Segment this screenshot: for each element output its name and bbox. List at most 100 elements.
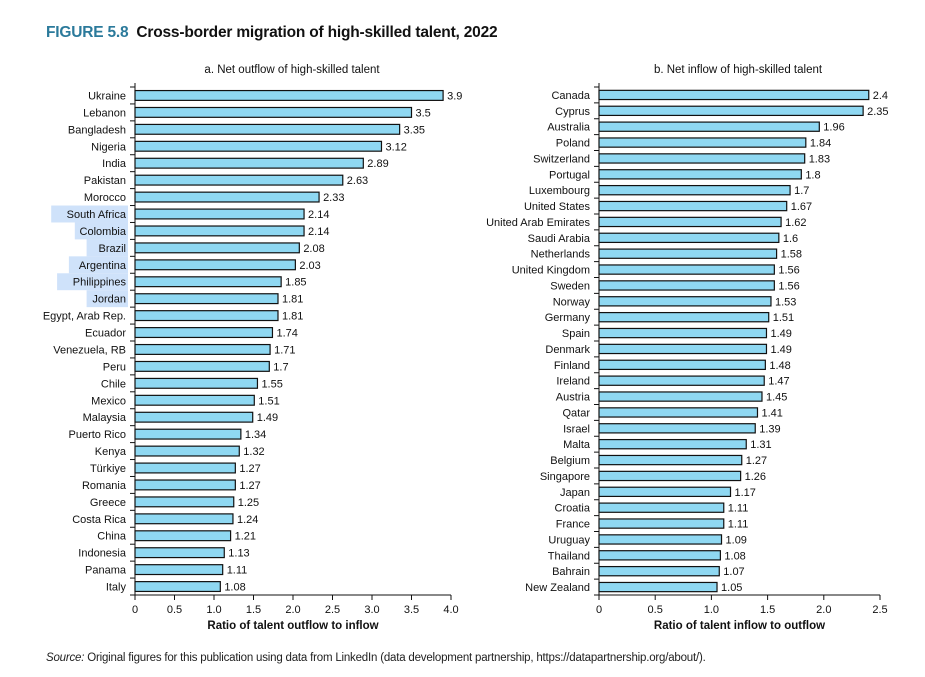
category-label: Romania [82, 480, 127, 492]
bar [598, 391, 763, 402]
x-tick-label: 2.5 [872, 604, 887, 616]
data-label: 1.27 [239, 480, 260, 492]
bar [598, 343, 768, 355]
category-label: Mexico [91, 395, 126, 407]
category-label: Belgium [550, 455, 590, 467]
source-text: Original figures for this publication us… [87, 652, 706, 664]
category-highlight [86, 239, 128, 257]
data-label: 2.33 [323, 192, 344, 204]
bar [134, 191, 320, 203]
category-label: Ecuador [85, 328, 126, 340]
data-label: 1.8 [805, 169, 820, 181]
category-label: Malaysia [83, 412, 127, 424]
bar [598, 311, 770, 323]
bar [134, 225, 305, 237]
category-label: France [556, 519, 590, 531]
category-label: Thailand [548, 550, 590, 562]
data-label: 1.96 [823, 122, 844, 134]
bar [134, 310, 279, 322]
category-label: Luxembourg [529, 185, 590, 197]
bar [134, 276, 282, 288]
bar [134, 377, 259, 389]
data-label: 1.13 [228, 548, 249, 560]
category-label: Bangladesh [68, 124, 126, 136]
bar [134, 496, 235, 508]
data-label: 1.74 [276, 328, 297, 340]
category-highlight [57, 273, 128, 291]
x-tick-label: 0 [132, 604, 138, 616]
bar [134, 428, 242, 440]
x-tick-label: 3.0 [364, 604, 379, 616]
bar [598, 296, 772, 307]
bar [598, 121, 820, 132]
data-label: 1.11 [728, 519, 749, 531]
category-label: Panama [85, 565, 127, 577]
bar [134, 208, 305, 220]
data-label: 1.48 [769, 360, 790, 372]
data-label: 1.34 [245, 429, 266, 441]
data-label: 1.11 [227, 565, 248, 577]
category-label: Qatar [562, 407, 590, 419]
category-label: Spain [562, 328, 590, 340]
bar [598, 565, 720, 577]
category-label: Portugal [549, 169, 590, 181]
category-label: Norway [553, 296, 591, 308]
category-label: Japan [560, 487, 590, 499]
category-label: Malta [563, 439, 591, 451]
data-label: 1.09 [726, 534, 747, 546]
category-label: Singapore [540, 471, 590, 483]
category-label: Chile [101, 378, 126, 390]
x-tick-label: 1.0 [206, 604, 221, 616]
category-label: Uruguay [548, 534, 590, 546]
category-label: Italy [106, 582, 127, 594]
category-label: Israel [563, 423, 590, 435]
figure-number: FIGURE 5.8 [46, 24, 129, 41]
data-label: 1.7 [273, 361, 288, 373]
data-label: 3.5 [416, 107, 431, 119]
data-label: 1.05 [721, 582, 742, 594]
bar [598, 581, 718, 593]
data-label: 1.6 [783, 233, 798, 245]
bar [598, 216, 782, 228]
data-label: 1.49 [257, 412, 278, 424]
data-label: 1.7 [794, 185, 809, 197]
x-tick-label: 1.0 [704, 604, 719, 616]
chart-net-outflow: a. Net outflow of high-skilled talent Ukr… [43, 64, 463, 632]
category-label: China [97, 531, 127, 543]
x-tick-label: 2.5 [325, 604, 340, 616]
data-label: 2.14 [308, 209, 329, 221]
category-label: Pakistan [84, 175, 126, 187]
category-highlight [51, 205, 129, 223]
data-label: 1.84 [810, 138, 831, 150]
category-label: Peru [103, 361, 126, 373]
category-highlight [86, 290, 128, 308]
bar [598, 486, 732, 498]
x-tick-label: 3.5 [404, 604, 419, 616]
category-label: Greece [90, 497, 126, 509]
figure-title: FIGURE 5.8 Cross-border migration of high… [46, 24, 498, 42]
bar [598, 454, 743, 466]
x-tick-label: 0.5 [648, 604, 663, 616]
data-label: 1.17 [735, 487, 756, 499]
bar [598, 423, 756, 434]
category-label: Austria [556, 392, 591, 404]
data-label: 1.47 [768, 376, 789, 388]
bar [598, 407, 759, 418]
bar [598, 502, 725, 513]
bar [598, 375, 765, 386]
bar [134, 411, 254, 423]
category-label: Germany [545, 312, 591, 324]
bar [598, 438, 747, 450]
category-label: Ireland [556, 376, 590, 388]
x-tick-label: 4.0 [443, 604, 458, 616]
data-label: 1.25 [238, 497, 259, 509]
data-label: 1.62 [785, 217, 806, 229]
chart-net-inflow: b. Net inflow of high-skilled talent Cana… [486, 64, 888, 632]
category-label: United Kingdom [512, 265, 590, 277]
category-label: Saudi Arabia [528, 233, 591, 245]
source-label: Source: [46, 652, 85, 664]
category-label: Nigeria [91, 141, 127, 153]
x-tick-label: 1.5 [760, 604, 775, 616]
data-label: 1.81 [282, 294, 303, 306]
category-label: New Zealand [525, 582, 590, 594]
